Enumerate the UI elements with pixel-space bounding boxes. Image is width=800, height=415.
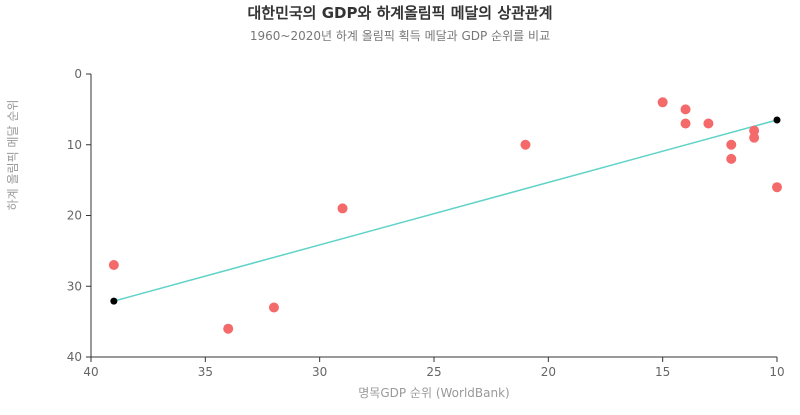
x-axis-label: 명목GDP 순위 (WorldBank) <box>358 386 509 400</box>
x-tick-label: 15 <box>655 365 670 379</box>
data-point[interactable] <box>657 97 668 108</box>
trendline-endpoint <box>110 297 118 305</box>
data-point[interactable] <box>749 125 760 136</box>
data-point[interactable] <box>726 139 737 150</box>
trendline-group <box>110 116 781 305</box>
y-tick-label: 0 <box>74 67 82 81</box>
data-point[interactable] <box>726 153 737 164</box>
y-tick-label: 10 <box>67 138 82 152</box>
data-points <box>108 97 782 334</box>
data-point[interactable] <box>680 118 691 129</box>
chart-title: 대한민국의 GDP와 하계올림픽 메달의 상관관계 <box>247 4 552 22</box>
data-point[interactable] <box>703 118 714 129</box>
data-point[interactable] <box>520 139 531 150</box>
data-point[interactable] <box>772 182 782 193</box>
chart-subtitle: 1960~2020년 하계 올림픽 획득 메달과 GDP 순위를 비교 <box>250 29 550 43</box>
trendline <box>113 119 778 302</box>
data-point[interactable] <box>268 302 279 313</box>
y-axis-label: 하계 올림픽 메달 순위 <box>6 100 20 211</box>
data-point[interactable] <box>680 104 691 115</box>
y-tick-label: 30 <box>67 279 82 293</box>
x-tick-label: 20 <box>541 365 556 379</box>
y-tick-label: 20 <box>67 209 82 223</box>
y-tick-label: 40 <box>67 350 82 364</box>
x-tick-label: 30 <box>312 365 327 379</box>
x-tick-label: 35 <box>198 365 213 379</box>
x-tick-label: 10 <box>769 365 784 379</box>
data-point[interactable] <box>337 203 348 214</box>
x-tick-label: 40 <box>83 365 98 379</box>
x-tick-label: 25 <box>426 365 441 379</box>
data-point[interactable] <box>108 260 119 271</box>
data-point[interactable] <box>223 323 234 334</box>
trendline-endpoint <box>773 116 781 124</box>
data-point[interactable] <box>749 132 760 143</box>
